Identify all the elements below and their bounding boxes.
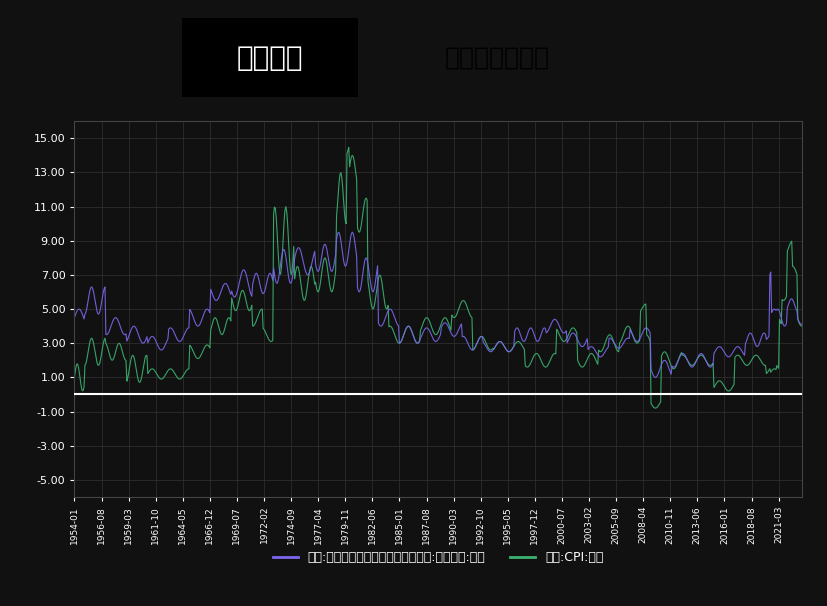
Legend: 美国:私人非农企业生产和非管理人员:平均时薪:同比, 美国:CPI:同比: 美国:私人非农企业生产和非管理人员:平均时薪:同比, 美国:CPI:同比 <box>268 546 609 569</box>
Text: 欧科云链: 欧科云链 <box>237 44 304 72</box>
Text: 欧科云链研究院: 欧科云链研究院 <box>444 45 549 70</box>
FancyBboxPatch shape <box>182 18 358 97</box>
